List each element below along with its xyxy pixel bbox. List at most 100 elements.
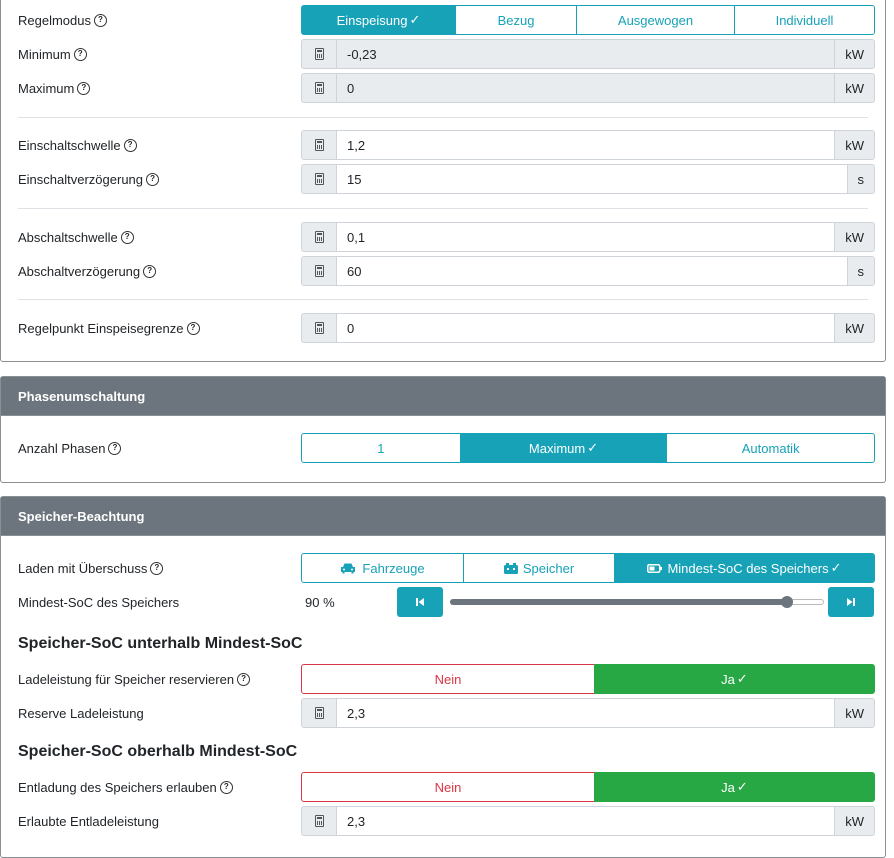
anzahl-phasen-label: Anzahl Phasen bbox=[18, 440, 106, 456]
abschaltverzoegerung-label: Abschaltverzögerung bbox=[18, 263, 141, 279]
ladeleistung-label: Ladeleistung für Speicher reservieren bbox=[18, 671, 235, 687]
regel-card: Regelmodus? Einspeisung ✓ Bezug Ausgewoge… bbox=[0, 0, 886, 362]
reserve-input[interactable]: 2,3 bbox=[337, 698, 835, 728]
car-icon bbox=[341, 563, 356, 574]
regelmodus-label: Regelmodus bbox=[18, 12, 91, 28]
check-icon: ✓ bbox=[409, 12, 421, 27]
calculator-icon[interactable] bbox=[301, 73, 337, 103]
abschaltschwelle-label: Abschaltschwelle bbox=[18, 229, 118, 245]
phasen-maximum-button[interactable]: Maximum ✓ bbox=[459, 433, 668, 463]
maximum-row: Maximum? 0 kW bbox=[18, 73, 875, 103]
help-icon[interactable]: ? bbox=[143, 264, 157, 278]
regelmodus-ausgewogen-button[interactable]: Ausgewogen bbox=[576, 5, 735, 35]
reserve-label: Reserve Ladeleistung bbox=[18, 705, 144, 721]
laden-selector: Fahrzeuge Speicher Mindest-SoC des Speic… bbox=[301, 553, 875, 583]
unit-label: kW bbox=[834, 39, 875, 69]
unterhalb-heading: Speicher-SoC unterhalb Mindest-SoC bbox=[18, 635, 303, 652]
regelmodus-selector: Einspeisung ✓ Bezug Ausgewogen Individuel… bbox=[301, 5, 875, 35]
help-icon[interactable]: ? bbox=[123, 138, 137, 152]
regelmodus-bezug-button[interactable]: Bezug bbox=[455, 5, 577, 35]
phasen-1-button[interactable]: 1 bbox=[301, 433, 461, 463]
skip-forward-icon bbox=[847, 598, 855, 606]
minimum-input[interactable]: -0,23 bbox=[337, 39, 835, 69]
ladeleistung-ja-button[interactable]: Ja ✓ bbox=[594, 664, 875, 694]
ladeleistung-nein-button[interactable]: Nein bbox=[301, 664, 595, 694]
calculator-icon[interactable] bbox=[301, 256, 337, 286]
help-icon[interactable]: ? bbox=[219, 780, 233, 794]
entladung-ja-button[interactable]: Ja ✓ bbox=[594, 772, 875, 802]
laden-speicher-button[interactable]: Speicher bbox=[463, 553, 615, 583]
maximum-input[interactable]: 0 bbox=[337, 73, 835, 103]
slider-increment-button[interactable] bbox=[828, 587, 874, 617]
slider-thumb[interactable] bbox=[780, 596, 793, 608]
erlaubte-input[interactable]: 2,3 bbox=[337, 806, 835, 836]
phasen-header: Phasenumschaltung bbox=[1, 377, 885, 416]
check-icon: ✓ bbox=[736, 671, 748, 686]
phasen-card: Phasenumschaltung Anzahl Phasen? 1 Maxim… bbox=[0, 376, 886, 483]
slider-fill bbox=[450, 599, 787, 605]
abschaltschwelle-input[interactable]: 0,1 bbox=[337, 222, 835, 252]
unit-label: kW bbox=[834, 222, 875, 252]
help-icon[interactable]: ? bbox=[120, 230, 134, 244]
abschaltverzoegerung-row: Abschaltverzögerung? 60 s bbox=[18, 256, 875, 286]
minimum-label: Minimum bbox=[18, 46, 71, 62]
help-icon[interactable]: ? bbox=[146, 172, 160, 186]
calculator-icon[interactable] bbox=[301, 130, 337, 160]
reserve-row: Reserve Ladeleistung 2,3 kW bbox=[18, 698, 875, 728]
einschaltschwelle-input[interactable]: 1,2 bbox=[337, 130, 835, 160]
calculator-icon[interactable] bbox=[301, 222, 337, 252]
einschaltverzoegerung-label: Einschaltverzögerung bbox=[18, 171, 144, 187]
unit-label: kW bbox=[834, 806, 875, 836]
calculator-icon[interactable] bbox=[301, 164, 337, 194]
abschaltschwelle-row: Abschaltschwelle? 0,1 kW bbox=[18, 222, 875, 252]
calculator-icon[interactable] bbox=[301, 313, 337, 343]
calculator-icon[interactable] bbox=[301, 698, 337, 728]
check-icon: ✓ bbox=[736, 779, 748, 794]
regelmodus-row: Regelmodus? Einspeisung ✓ Bezug Ausgewoge… bbox=[18, 5, 875, 35]
maximum-label: Maximum bbox=[18, 80, 75, 96]
ladeleistung-toggle: Nein Ja ✓ bbox=[301, 664, 875, 694]
regelpunkt-row: Regelpunkt Einspeisegrenze? 0 kW bbox=[18, 313, 875, 343]
einschaltverzoegerung-input[interactable]: 15 bbox=[337, 164, 847, 194]
laden-fahrzeuge-button[interactable]: Fahrzeuge bbox=[301, 553, 464, 583]
erlaubte-label: Erlaubte Entladeleistung bbox=[18, 813, 159, 829]
mindest-soc-slider[interactable] bbox=[450, 596, 824, 608]
divider bbox=[18, 299, 868, 300]
speicher-card: Speicher-Beachtung Laden mit Überschuss?… bbox=[0, 496, 886, 858]
einschaltschwelle-label: Einschaltschwelle bbox=[18, 137, 121, 153]
laden-mindest-soc-button[interactable]: Mindest-SoC des Speichers ✓ bbox=[614, 553, 875, 583]
ladeleistung-row: Ladeleistung für Speicher reservieren? N… bbox=[18, 664, 875, 694]
calculator-icon[interactable] bbox=[301, 39, 337, 69]
regelpunkt-input[interactable]: 0 bbox=[337, 313, 835, 343]
help-icon[interactable]: ? bbox=[108, 441, 122, 455]
regelmodus-individuell-button[interactable]: Individuell bbox=[734, 5, 875, 35]
help-icon[interactable]: ? bbox=[94, 13, 107, 27]
divider bbox=[18, 117, 868, 118]
mindest-soc-label: Mindest-SoC des Speichers bbox=[18, 594, 180, 610]
speicher-header: Speicher-Beachtung bbox=[1, 497, 885, 536]
help-icon[interactable]: ? bbox=[237, 672, 251, 686]
unit-label: kW bbox=[834, 130, 875, 160]
laden-row: Laden mit Überschuss? Fahrzeuge Speicher… bbox=[18, 553, 875, 583]
regelpunkt-label: Regelpunkt Einspeisegrenze bbox=[18, 320, 184, 336]
mindest-soc-row: Mindest-SoC des Speichers 90 % bbox=[18, 587, 874, 617]
entladung-nein-button[interactable]: Nein bbox=[301, 772, 595, 802]
help-icon[interactable]: ? bbox=[77, 81, 91, 95]
help-icon[interactable]: ? bbox=[186, 321, 200, 335]
slider-decrement-button[interactable] bbox=[397, 587, 443, 617]
check-icon: ✓ bbox=[587, 440, 599, 455]
phasen-automatik-button[interactable]: Automatik bbox=[666, 433, 875, 463]
check-icon: ✓ bbox=[830, 560, 842, 575]
regelmodus-einspeisung-button[interactable]: Einspeisung ✓ bbox=[301, 5, 456, 35]
phasen-selector: 1 Maximum ✓ Automatik bbox=[301, 433, 875, 463]
help-icon[interactable]: ? bbox=[73, 47, 87, 61]
anzahl-phasen-row: Anzahl Phasen? 1 Maximum ✓ Automatik bbox=[18, 433, 875, 463]
erlaubte-row: Erlaubte Entladeleistung 2,3 kW bbox=[18, 806, 875, 836]
calculator-icon[interactable] bbox=[301, 806, 337, 836]
abschaltverzoegerung-input[interactable]: 60 bbox=[337, 256, 847, 286]
entladung-label: Entladung des Speichers erlauben bbox=[18, 779, 217, 795]
einschaltverzoegerung-row: Einschaltverzögerung? 15 s bbox=[18, 164, 875, 194]
entladung-row: Entladung des Speichers erlauben? Nein J… bbox=[18, 772, 875, 802]
help-icon[interactable]: ? bbox=[150, 561, 164, 575]
minimum-row: Minimum? -0,23 kW bbox=[18, 39, 875, 69]
